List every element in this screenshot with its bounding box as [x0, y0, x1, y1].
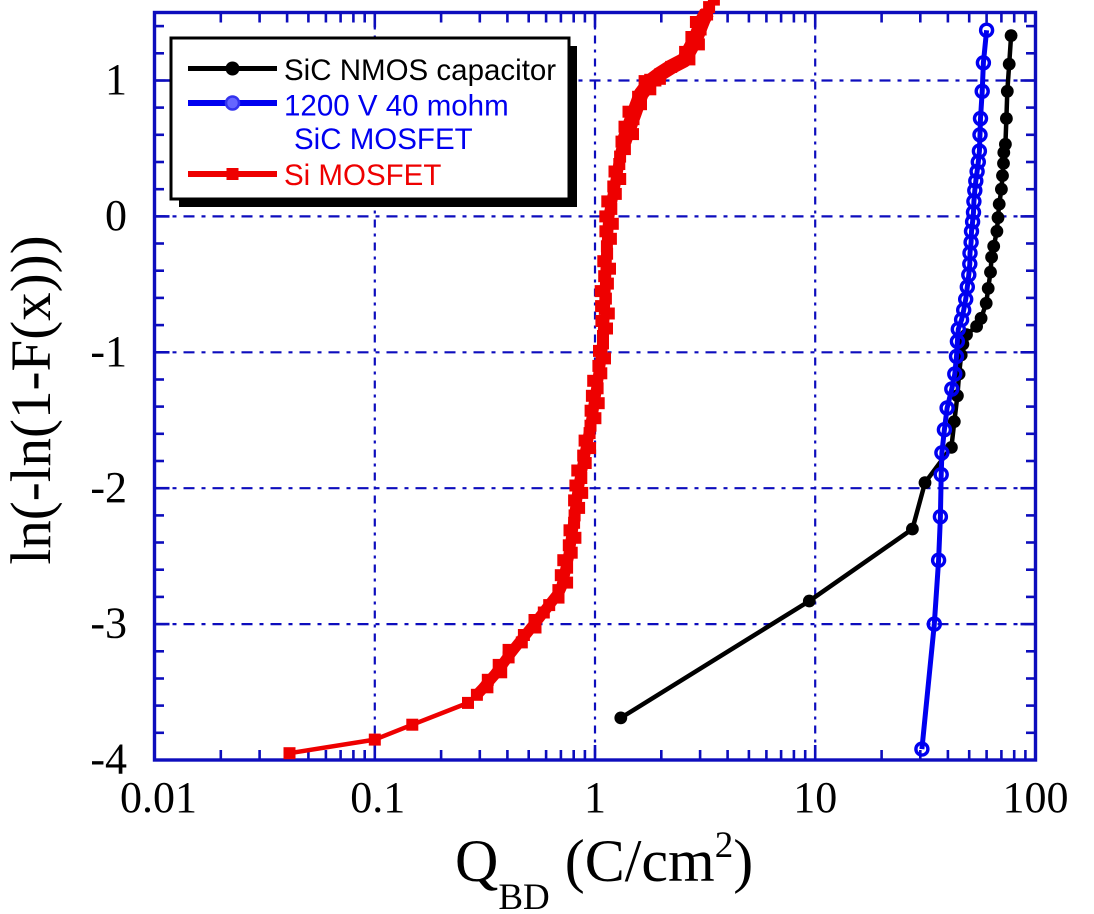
- svg-text:1200 V 40 mohm: 1200 V 40 mohm: [284, 90, 509, 123]
- svg-text:1: 1: [105, 55, 127, 104]
- svg-text:1: 1: [584, 773, 606, 822]
- svg-text:0.01: 0.01: [120, 773, 197, 822]
- svg-text:-3: -3: [90, 599, 127, 648]
- svg-text:SiC MOSFET: SiC MOSFET: [294, 123, 473, 156]
- svg-text:10: 10: [793, 773, 837, 822]
- svg-text:0: 0: [105, 191, 127, 240]
- svg-text:SiC NMOS capacitor: SiC NMOS capacitor: [284, 54, 556, 87]
- svg-text:ln(-ln(1-F(x))): ln(-ln(1-F(x))): [0, 235, 63, 564]
- svg-text:100: 100: [1003, 773, 1069, 822]
- svg-text:Si MOSFET: Si MOSFET: [284, 159, 441, 192]
- svg-text:-4: -4: [90, 735, 127, 784]
- svg-text:-1: -1: [90, 327, 127, 376]
- svg-text:-2: -2: [90, 463, 127, 512]
- svg-text:0.1: 0.1: [350, 773, 405, 822]
